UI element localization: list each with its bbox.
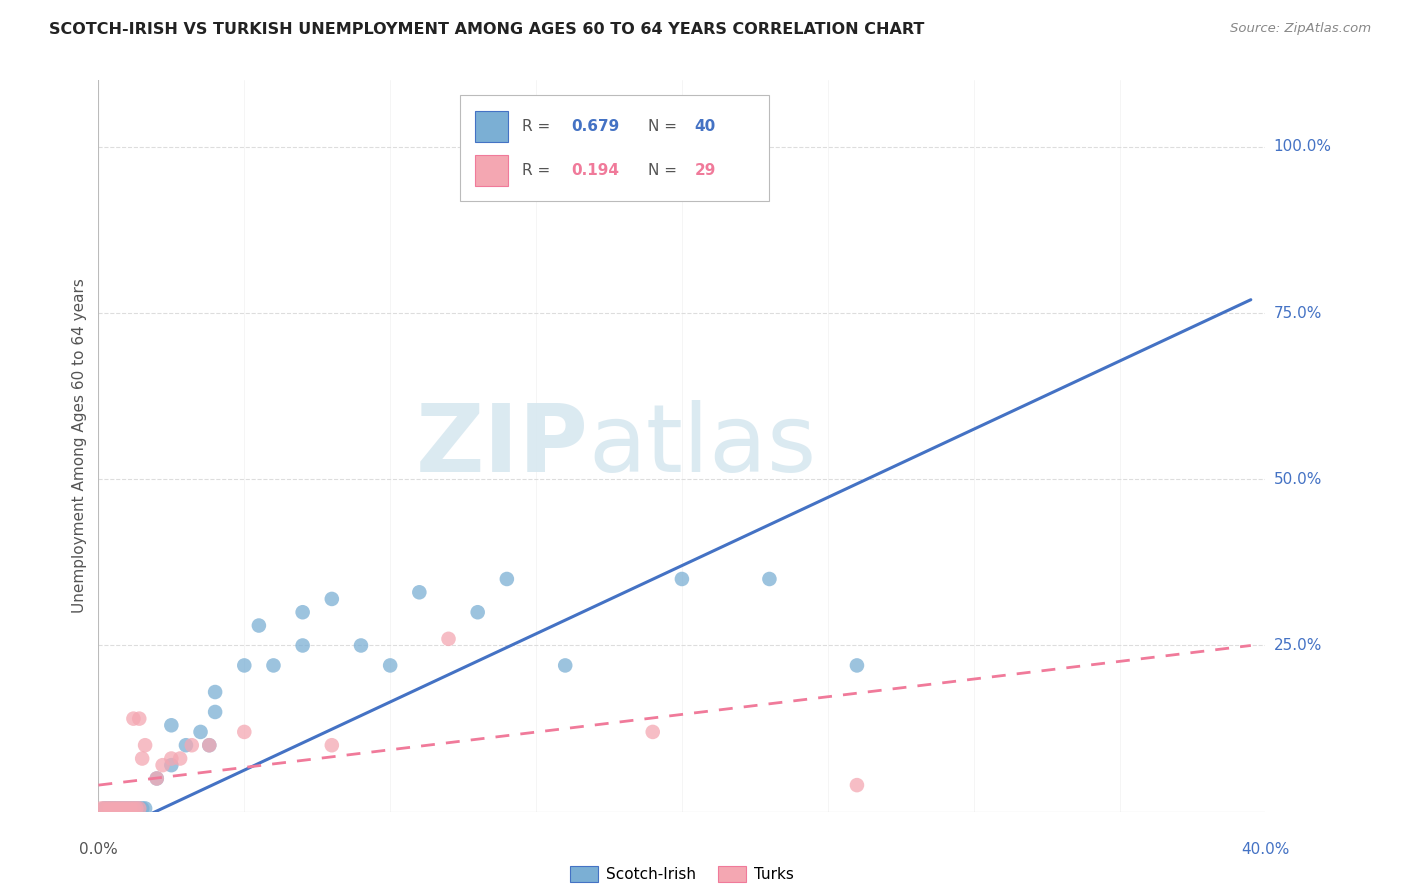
Point — [378, 658, 402, 673]
Point — [128, 801, 150, 815]
Point — [321, 738, 343, 752]
Point — [247, 618, 270, 632]
Point — [104, 801, 127, 815]
Text: 25.0%: 25.0% — [1274, 638, 1322, 653]
Point — [204, 705, 226, 719]
Point — [554, 658, 576, 673]
Point — [204, 685, 226, 699]
Point — [125, 801, 148, 815]
FancyBboxPatch shape — [460, 95, 769, 201]
Point — [198, 738, 221, 752]
Point — [146, 772, 169, 786]
Point — [160, 718, 183, 732]
Text: R =: R = — [522, 162, 555, 178]
Point — [190, 725, 212, 739]
Point — [104, 801, 127, 815]
Point — [198, 738, 221, 752]
Text: ZIP: ZIP — [416, 400, 589, 492]
Text: N =: N = — [648, 162, 682, 178]
Point — [641, 725, 664, 739]
Point — [671, 572, 693, 586]
Text: R =: R = — [522, 119, 555, 134]
Point — [101, 801, 124, 815]
Text: 50.0%: 50.0% — [1274, 472, 1322, 487]
Text: SCOTCH-IRISH VS TURKISH UNEMPLOYMENT AMONG AGES 60 TO 64 YEARS CORRELATION CHART: SCOTCH-IRISH VS TURKISH UNEMPLOYMENT AMO… — [49, 22, 925, 37]
Point — [174, 738, 197, 752]
Point — [90, 801, 112, 815]
Point — [160, 751, 183, 765]
Point — [233, 725, 256, 739]
Point — [350, 639, 373, 653]
Point — [169, 751, 191, 765]
Point — [120, 801, 142, 815]
Point — [262, 658, 284, 673]
Point — [122, 801, 145, 815]
Point — [125, 801, 148, 815]
Text: 0.194: 0.194 — [571, 162, 619, 178]
Point — [98, 801, 121, 815]
Point — [120, 801, 142, 815]
Point — [180, 738, 202, 752]
FancyBboxPatch shape — [475, 155, 508, 186]
Text: 29: 29 — [695, 162, 716, 178]
Point — [108, 801, 131, 815]
Point — [845, 778, 868, 792]
Point — [408, 585, 430, 599]
Point — [291, 639, 314, 653]
Point — [134, 738, 156, 752]
Point — [131, 751, 153, 765]
Point — [233, 658, 256, 673]
Point — [111, 801, 134, 815]
Point — [96, 801, 118, 815]
Point — [146, 772, 169, 786]
Text: 75.0%: 75.0% — [1274, 306, 1322, 320]
Point — [134, 801, 156, 815]
Point — [117, 801, 139, 815]
FancyBboxPatch shape — [475, 111, 508, 142]
Point — [108, 801, 131, 815]
Text: 100.0%: 100.0% — [1274, 139, 1331, 154]
Point — [131, 801, 153, 815]
Point — [758, 572, 780, 586]
Point — [437, 632, 460, 646]
Point — [845, 658, 868, 673]
Point — [122, 712, 145, 726]
Legend: Scotch-Irish, Turks: Scotch-Irish, Turks — [564, 860, 800, 888]
Point — [98, 801, 121, 815]
Point — [114, 801, 136, 815]
Text: 40.0%: 40.0% — [1241, 842, 1289, 857]
Point — [117, 801, 139, 815]
Point — [93, 801, 115, 815]
Point — [467, 605, 489, 619]
Point — [321, 591, 343, 606]
Point — [93, 801, 115, 815]
Y-axis label: Unemployment Among Ages 60 to 64 years: Unemployment Among Ages 60 to 64 years — [72, 278, 87, 614]
Point — [160, 758, 183, 772]
Point — [101, 801, 124, 815]
Point — [122, 801, 145, 815]
Point — [128, 801, 150, 815]
Point — [128, 712, 150, 726]
Text: 40: 40 — [695, 119, 716, 134]
Point — [291, 605, 314, 619]
Point — [152, 758, 174, 772]
Point — [114, 801, 136, 815]
Text: Source: ZipAtlas.com: Source: ZipAtlas.com — [1230, 22, 1371, 36]
Point — [495, 572, 517, 586]
Text: N =: N = — [648, 119, 682, 134]
Point — [111, 801, 134, 815]
Text: 0.0%: 0.0% — [79, 842, 118, 857]
Text: atlas: atlas — [589, 400, 817, 492]
Text: 0.679: 0.679 — [571, 119, 619, 134]
Point — [96, 801, 118, 815]
